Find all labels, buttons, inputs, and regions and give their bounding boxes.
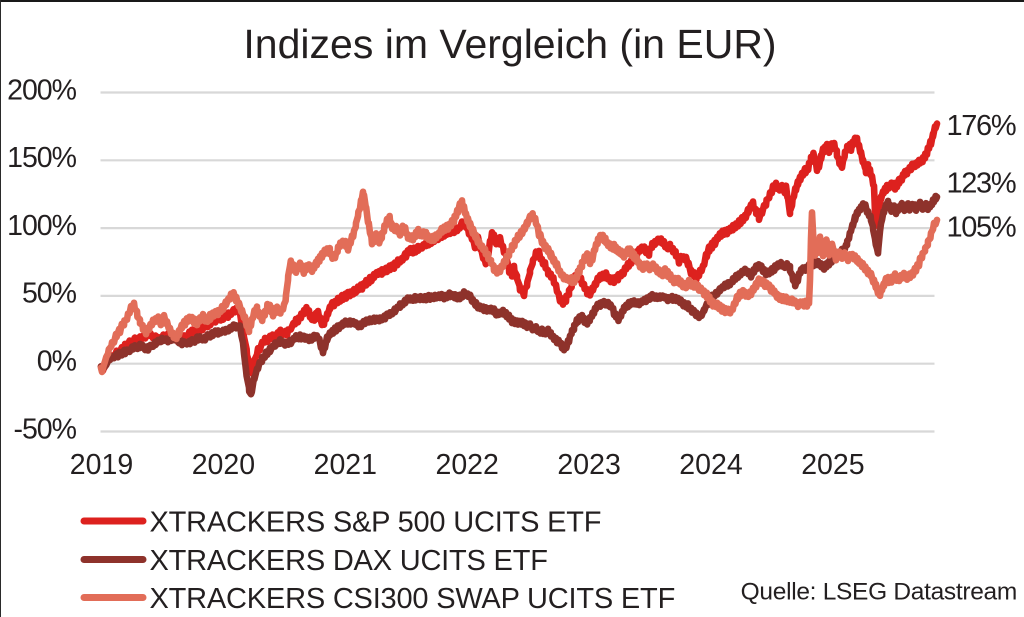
svg-text:2023: 2023 xyxy=(557,449,620,481)
svg-text:0%: 0% xyxy=(37,346,77,378)
svg-text:Quelle: LSEG Datastream: Quelle: LSEG Datastream xyxy=(741,579,1017,606)
svg-text:2020: 2020 xyxy=(192,449,255,481)
svg-text:Indizes im Vergleich (in EUR): Indizes im Vergleich (in EUR) xyxy=(243,21,776,67)
svg-text:2021: 2021 xyxy=(314,449,377,481)
svg-text:2019: 2019 xyxy=(70,449,133,481)
svg-text:105%: 105% xyxy=(947,211,1016,243)
svg-text:2022: 2022 xyxy=(435,449,498,481)
svg-text:150%: 150% xyxy=(7,142,77,174)
svg-text:200%: 200% xyxy=(7,74,77,106)
svg-text:XTRACKERS S&P 500 UCITS ETF: XTRACKERS S&P 500 UCITS ETF xyxy=(150,507,602,539)
svg-text:-50%: -50% xyxy=(13,413,76,445)
svg-text:XTRACKERS CSI300 SWAP UCITS ET: XTRACKERS CSI300 SWAP UCITS ETF xyxy=(150,583,676,615)
svg-text:XTRACKERS DAX UCITS ETF: XTRACKERS DAX UCITS ETF xyxy=(150,545,548,577)
svg-text:2024: 2024 xyxy=(679,449,743,481)
svg-text:2025: 2025 xyxy=(801,449,864,481)
svg-text:176%: 176% xyxy=(947,110,1016,142)
svg-text:50%: 50% xyxy=(22,278,77,310)
svg-text:100%: 100% xyxy=(7,210,77,242)
svg-text:123%: 123% xyxy=(947,168,1016,200)
